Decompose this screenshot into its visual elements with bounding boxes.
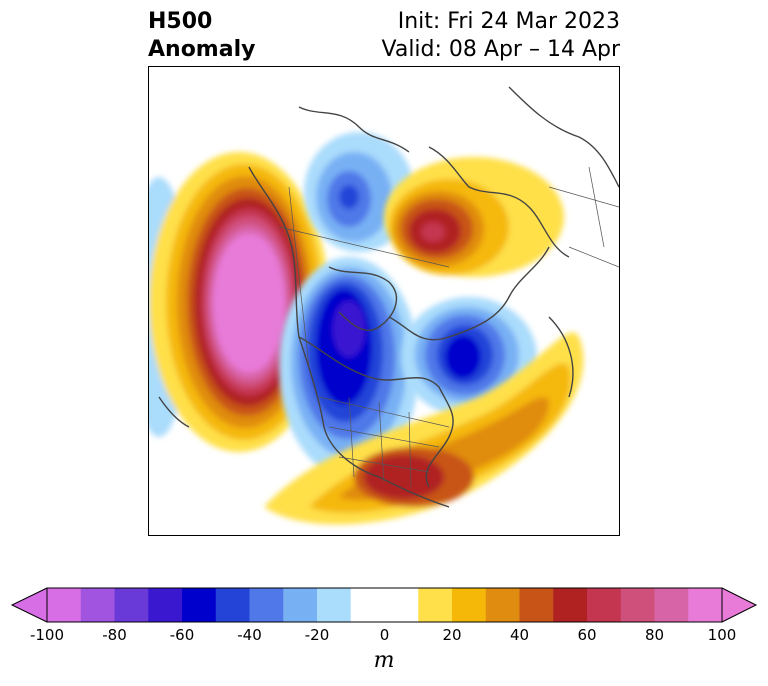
colorbar-segment (654, 588, 689, 622)
title-valid-range: Valid: 08 Apr – 14 Apr (381, 37, 621, 62)
colorbar-segment (249, 588, 284, 622)
colorbar-unit-label: m (373, 648, 395, 673)
colorbar-tick-label: 80 (644, 626, 665, 644)
arctic-high-anomaly (384, 157, 564, 277)
colorbar-tick-label: 40 (509, 626, 530, 644)
colorbar-outline (46, 587, 723, 623)
title-variable: H500 (148, 9, 213, 34)
colorbar-segment (485, 588, 520, 622)
anomaly-map (148, 66, 620, 536)
colorbar-tick-label: 20 (442, 626, 462, 644)
colorbar-segment (519, 588, 554, 622)
colorbar-segment (688, 588, 723, 622)
colorbar-under-arrow (12, 588, 47, 622)
colorbar-segment (283, 588, 318, 622)
coastlines (158, 86, 619, 508)
colorbar-segment (553, 588, 588, 622)
chart-title-left: H500 Anomaly (148, 8, 255, 64)
title-field: Anomaly (148, 37, 256, 62)
colorbar-segment (215, 588, 250, 622)
chart-title-right: Init: Fri 24 Mar 2023 Valid: 08 Apr – 14… (382, 8, 621, 64)
colorbar-tick-label: -100 (29, 626, 65, 644)
pacific-ridge-anomaly (149, 152, 329, 452)
colorbar-tick-label: -60 (169, 626, 195, 644)
colorbar-segment (47, 588, 82, 622)
colorbar-segment (148, 588, 183, 622)
colorbar-tick-label: -40 (237, 626, 262, 644)
colorbar-segment (452, 588, 487, 622)
colorbar-over-arrow (722, 588, 756, 622)
state-borders (278, 166, 619, 488)
colorbar-tick-label: 100 (707, 626, 737, 644)
colorbar-segment (350, 588, 419, 622)
colorbar-under-outline (10, 587, 48, 623)
colorbar-segment (182, 588, 217, 622)
colorbar-tick-label: -80 (102, 626, 127, 644)
colorbar-segment (418, 588, 453, 622)
colorbar-segment (587, 588, 622, 622)
colorbar-tick-label: 0 (379, 626, 390, 644)
anomaly-map-svg (149, 67, 619, 535)
colorbar-over-outline (721, 587, 758, 623)
colorbar-segment (620, 588, 655, 622)
title-init-date: Init: Fri 24 Mar 2023 (397, 9, 620, 34)
colorbar-segment (80, 588, 115, 622)
colorbar-segments (47, 588, 723, 622)
colorbar-segment (114, 588, 149, 622)
colorbar-tick-label: -20 (304, 626, 330, 644)
colorbar-segment (317, 588, 352, 622)
colorbar-tick-label: 60 (577, 626, 597, 644)
colorbar (10, 587, 758, 623)
